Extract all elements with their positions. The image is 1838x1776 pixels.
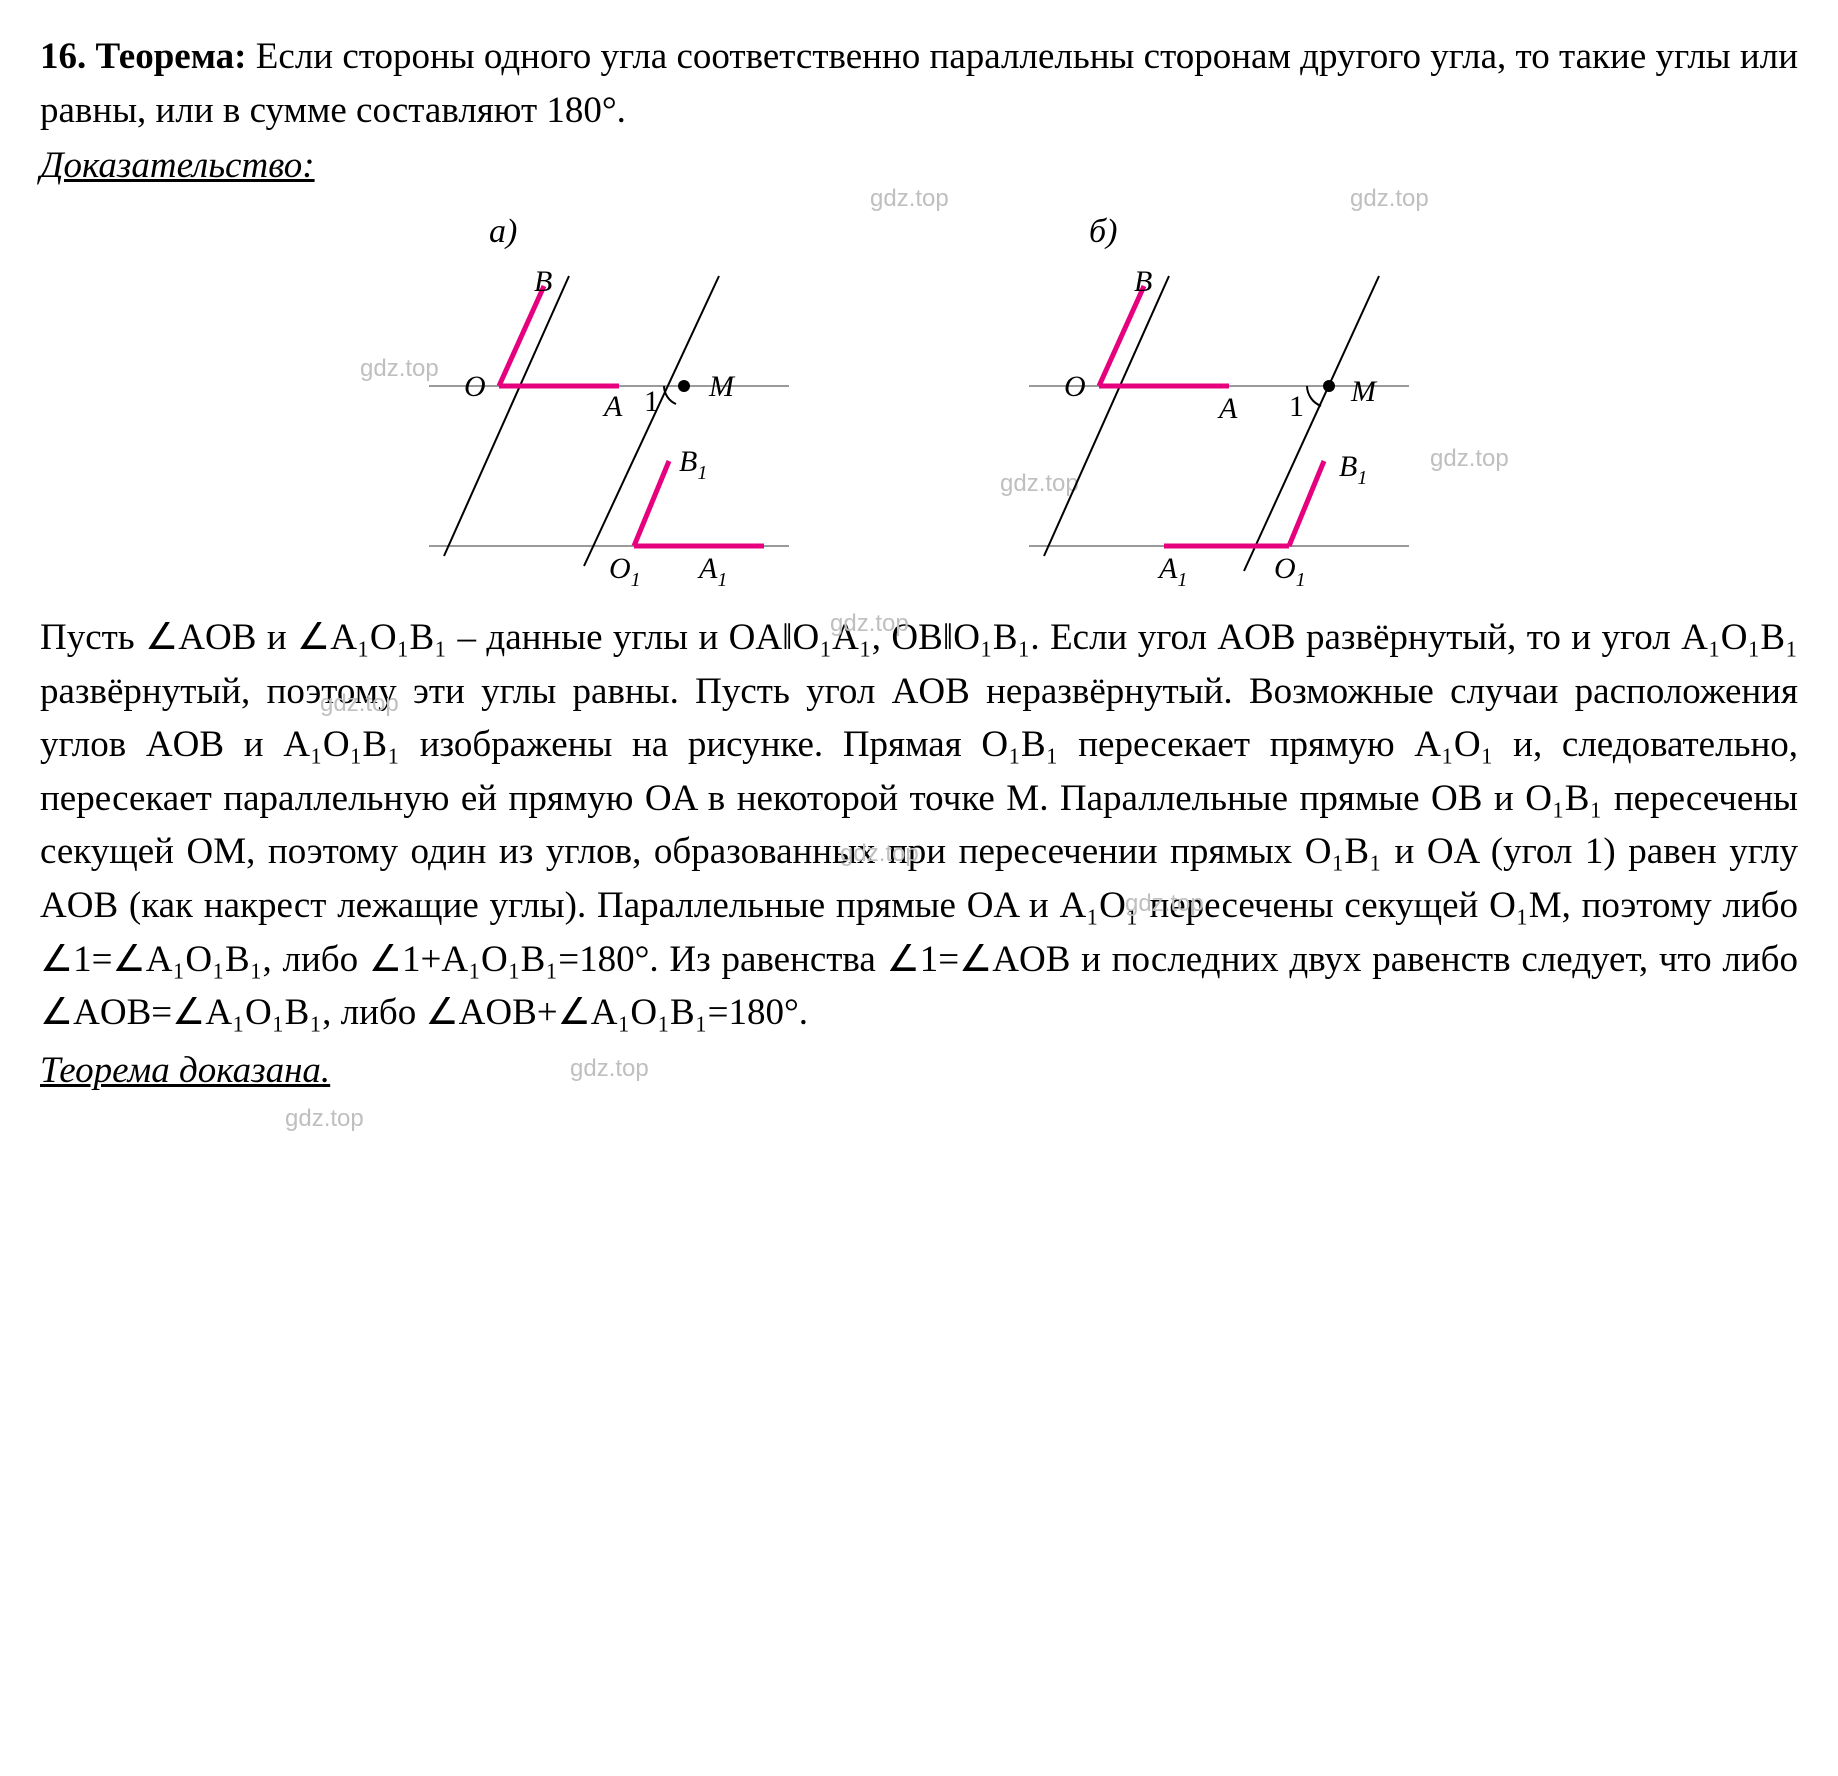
svg-text:B1: B1: [679, 445, 707, 484]
svg-text:A1: A1: [1157, 552, 1187, 586]
svg-text:1: 1: [644, 385, 659, 418]
theorem-proved: Теорема доказана.: [40, 1050, 330, 1091]
figure-b: б): [1009, 213, 1429, 586]
svg-text:A: A: [602, 390, 623, 423]
svg-text:O1: O1: [1274, 552, 1306, 586]
figures-row: а): [40, 213, 1798, 586]
theorem-paragraph: 16. Теорема: Если стороны одного угла со…: [40, 30, 1798, 137]
proof-label: Доказательство:: [40, 145, 315, 186]
figure-a: а): [409, 213, 809, 586]
svg-text:B1: B1: [1339, 450, 1367, 489]
figure-a-svg: B O A 1 M B1 O1 A1: [409, 256, 809, 586]
svg-text:1: 1: [1289, 390, 1304, 423]
svg-text:O1: O1: [609, 552, 641, 586]
svg-text:B: B: [534, 265, 552, 298]
document-root: gdz.top gdz.top gdz.top gdz.top gdz.top …: [40, 30, 1798, 1098]
theorem-statement: Если стороны одного угла соответственно …: [40, 36, 1798, 131]
svg-text:A1: A1: [697, 552, 727, 586]
proof-body: Пусть ∠AOB и ∠A₁O₁B₁ – данные углы и OA‖…: [40, 611, 1798, 1040]
theorem-proved-line: Теорема доказана.: [40, 1044, 1798, 1098]
figure-b-svg: B O A 1 M B1 A1 O1: [1009, 256, 1429, 586]
figure-a-label: а): [489, 213, 809, 251]
figure-b-label: б): [1089, 213, 1429, 251]
svg-text:B: B: [1134, 265, 1152, 298]
svg-text:O: O: [464, 370, 486, 403]
svg-text:O: O: [1064, 370, 1086, 403]
svg-text:M: M: [1350, 375, 1378, 408]
watermark: gdz.top: [285, 1105, 364, 1133]
svg-text:A: A: [1217, 392, 1238, 425]
theorem-number: 16. Теорема:: [40, 36, 247, 77]
svg-text:M: M: [708, 370, 736, 403]
proof-label-line: Доказательство:: [40, 139, 1798, 193]
